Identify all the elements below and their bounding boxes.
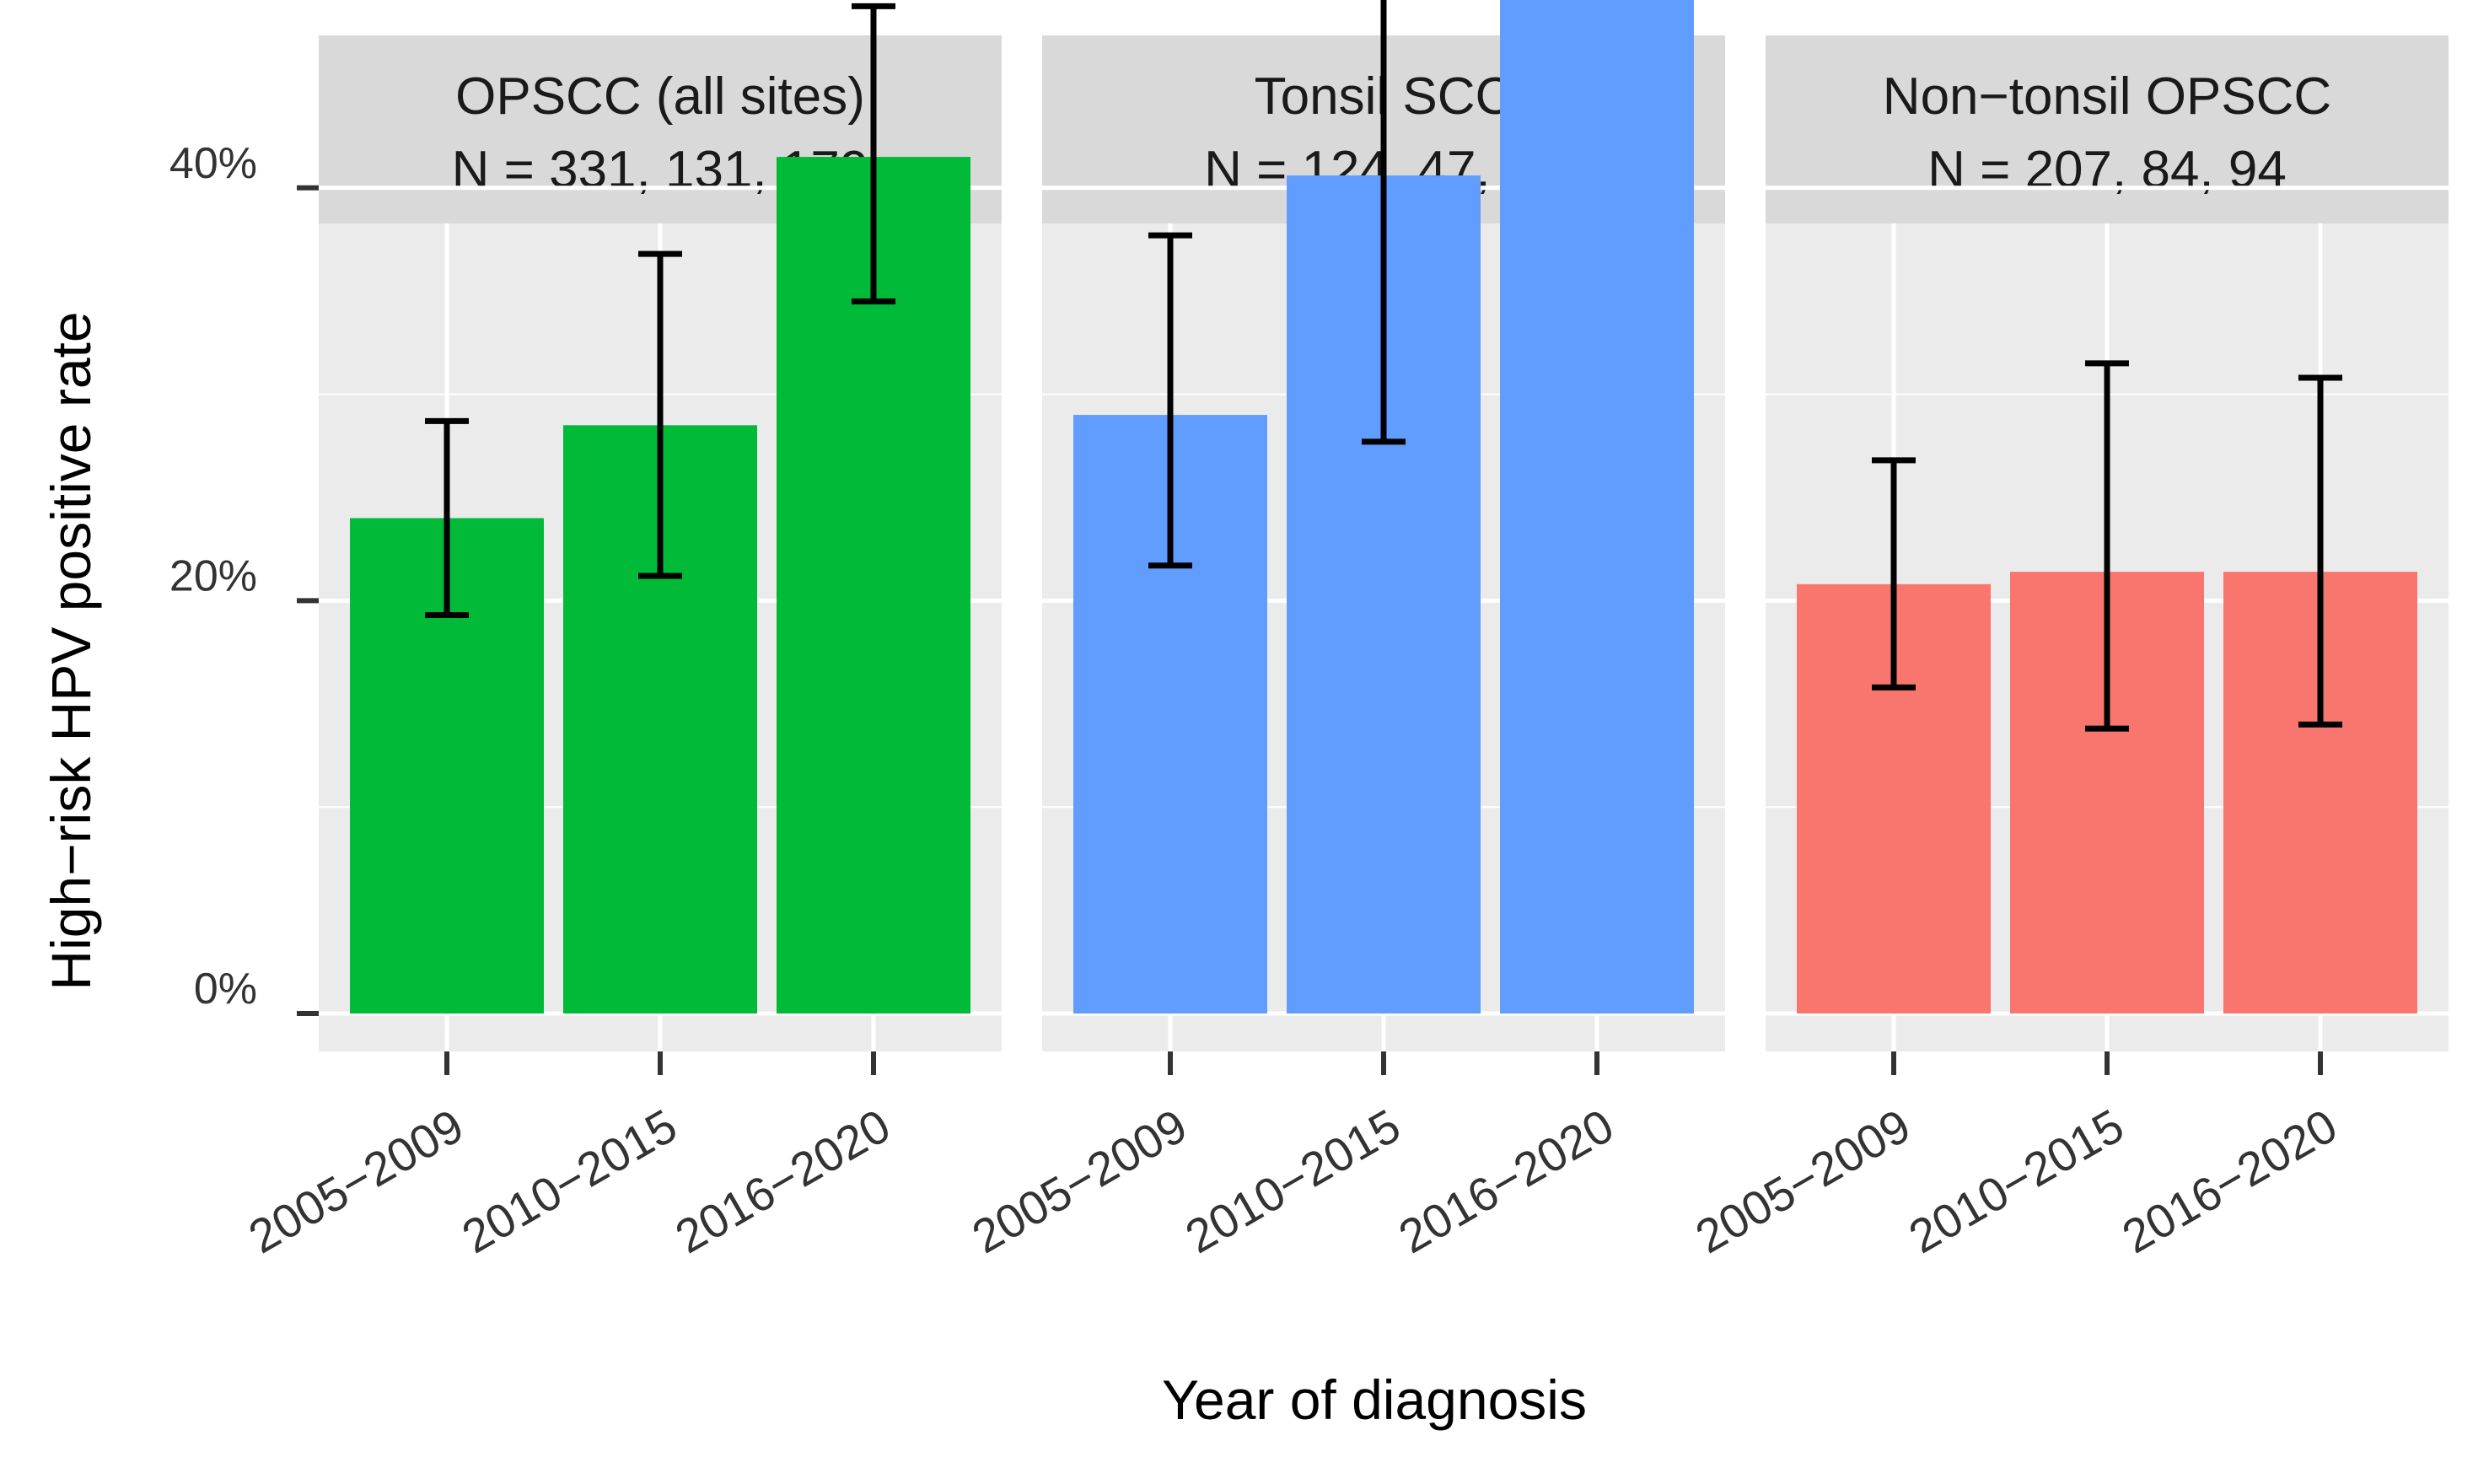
y-tick-label: 0%	[194, 965, 257, 1014]
y-tick-label: 20%	[169, 551, 257, 600]
x-tick-label: 2010−2015	[1900, 1099, 2132, 1263]
y-axis-title: High−risk HPV positive rate	[40, 311, 102, 990]
facet-panel-3: Non−tonsil OPSCC N = 207, 84, 94 2005−2009…	[1686, 35, 2449, 1263]
x-tick-label: 2005−2009	[239, 1099, 472, 1263]
panels-layer: OPSCC (all sites)N = 331, 131, 1792005−2…	[239, 0, 2449, 1263]
facet-subtitle: N = 207, 84, 94	[1927, 141, 2287, 199]
x-tick-label: 2010−2015	[453, 1099, 685, 1263]
x-axis-title: Year of diagnosis	[1162, 1368, 1587, 1431]
y-axis: 0%20%40%60%	[169, 139, 319, 1016]
facet-panel-1: OPSCC (all sites)N = 331, 131, 1792005−2…	[239, 3, 1002, 1263]
facet-title: Non−tonsil OPSCC	[1883, 67, 2331, 126]
facet-strip	[1766, 35, 2449, 223]
x-tick-label: 2016−2020	[2113, 1099, 2346, 1263]
facet-title: OPSCC (all sites)	[455, 67, 865, 126]
x-tick-label: 2016−2020	[1390, 1099, 1622, 1263]
x-tick-label: 2016−2020	[666, 1099, 899, 1263]
x-tick-label: 2005−2009	[1686, 1099, 1919, 1263]
bar	[1500, 0, 1694, 1014]
x-tick-label: 2005−2009	[963, 1099, 1196, 1263]
x-tick-label: 2010−2015	[1176, 1099, 1409, 1263]
y-tick-label: 40%	[169, 139, 257, 188]
